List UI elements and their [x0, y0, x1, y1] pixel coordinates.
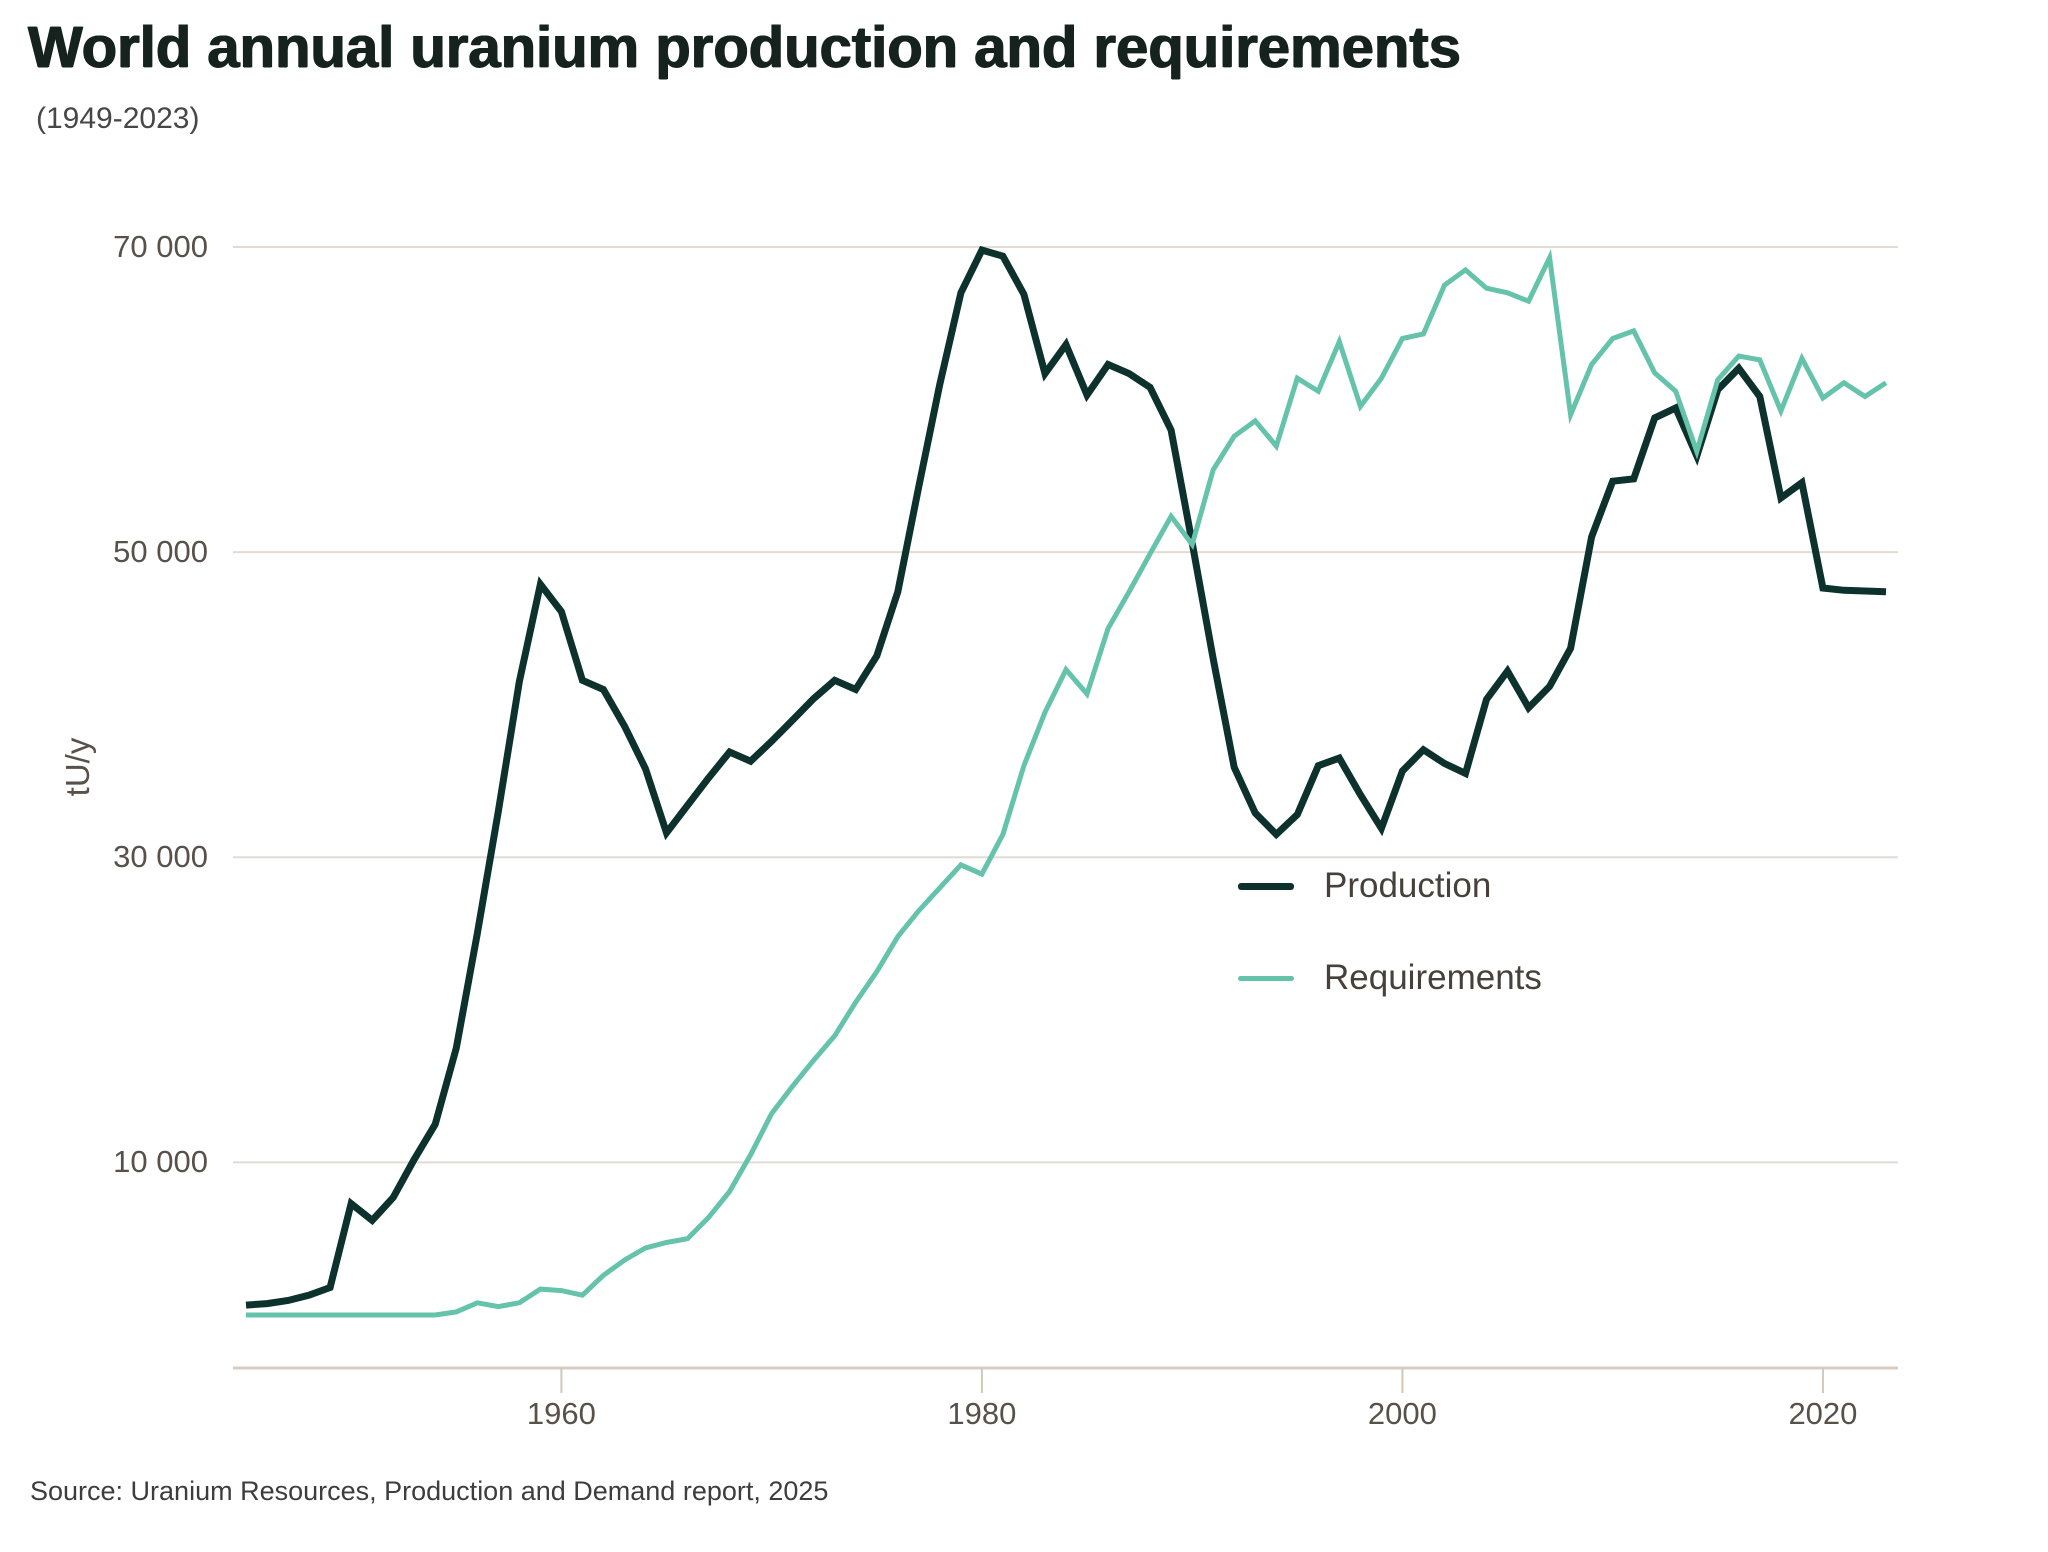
legend-item-requirements: Requirements — [1238, 958, 1658, 998]
x-axis-tick-label: 2020 — [1788, 1396, 1858, 1431]
page-title: World annual uranium production and requ… — [28, 15, 1461, 80]
legend-label-requirements: Requirements — [1324, 958, 1542, 997]
x-axis-tick-label: 2000 — [1367, 1396, 1437, 1431]
data-series — [245, 245, 1888, 1318]
source-note: Source: Uranium Resources, Production an… — [30, 1476, 829, 1506]
y-axis-title: tU/y — [59, 737, 96, 797]
legend: Production Requirements — [1238, 866, 1658, 1050]
legend-label-production: Production — [1324, 866, 1492, 905]
x-axis-tick-label: 1980 — [947, 1396, 1017, 1431]
y-axis-tick-label: 70 000 — [113, 229, 208, 264]
production-line — [245, 245, 1887, 1309]
y-axis-tick-label: 50 000 — [113, 534, 208, 570]
y-axis-tick-label: 10 000 — [113, 1144, 208, 1180]
x-axis-tick-label: 1960 — [526, 1396, 596, 1431]
y-axis-tick-label: 30 000 — [113, 839, 208, 875]
page-subtitle: (1949-2023) — [36, 102, 200, 135]
x-axis — [233, 1366, 1898, 1393]
production-line-swatch-icon — [1238, 882, 1294, 890]
legend-item-production: Production — [1238, 866, 1658, 906]
gridlines — [233, 246, 1898, 1164]
requirements-line-swatch-icon — [1238, 975, 1294, 981]
requirements-line — [246, 249, 1888, 1318]
